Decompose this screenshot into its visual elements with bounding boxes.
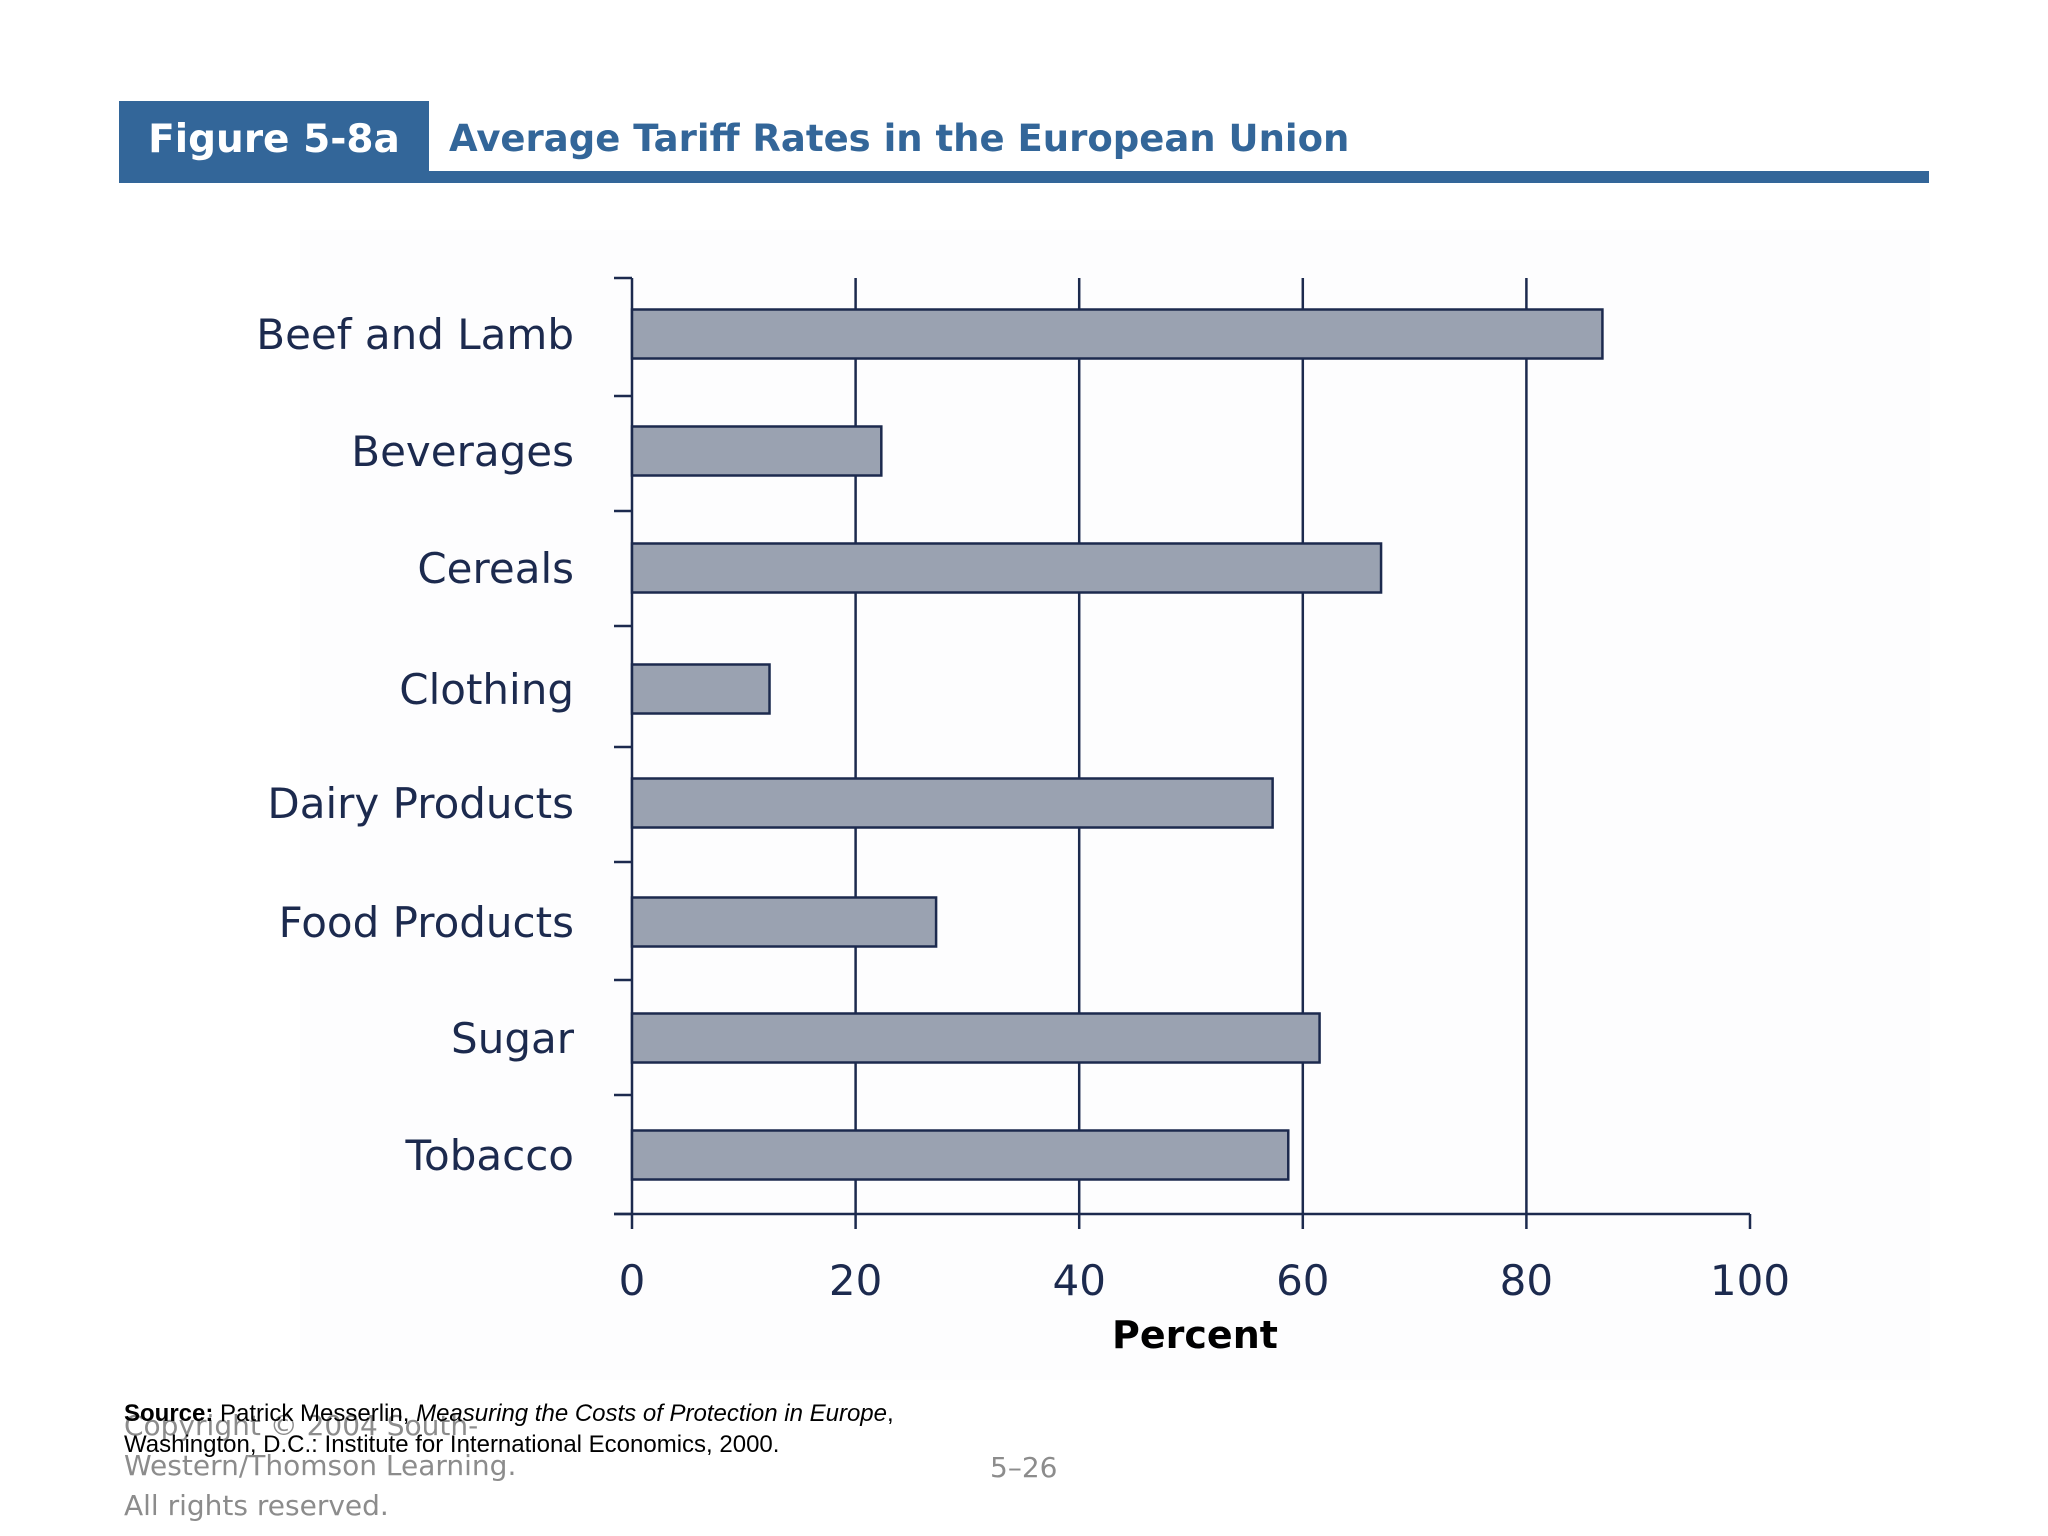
source-comma: , — [887, 1400, 894, 1427]
category-label: Food Products — [279, 898, 574, 947]
x-tick-label: 0 — [619, 1256, 646, 1305]
x-tick-label: 80 — [1500, 1256, 1553, 1305]
source-publisher: Washington, D.C.: Institute for Internat… — [124, 1431, 780, 1458]
bar-tobacco — [630, 1129, 1290, 1181]
bar-beef-and-lamb — [630, 308, 1604, 360]
copyright-notice: Copyright © 2004 South- Western/Thomson … — [124, 1409, 517, 1522]
figure-label: Figure 5-8a — [119, 101, 429, 183]
category-label: Beverages — [351, 427, 574, 476]
category-label: Sugar — [451, 1014, 575, 1063]
x-tick-label: 100 — [1710, 1256, 1790, 1305]
bar-dairy-products — [630, 777, 1274, 829]
bar-cereals — [630, 542, 1383, 594]
x-tick-label: 20 — [829, 1256, 882, 1305]
figure-title: Average Tariff Rates in the European Uni… — [449, 117, 1350, 160]
bar-clothing — [630, 663, 771, 715]
x-tick-label: 40 — [1052, 1256, 1105, 1305]
source-author: Patrick Messerlin, — [220, 1400, 417, 1427]
bar-beverages — [630, 425, 883, 477]
category-label: Tobacco — [405, 1131, 575, 1180]
bar-food-products — [630, 896, 938, 948]
source-note: Source: Patrick Messerlin, Measuring the… — [124, 1398, 894, 1460]
category-label: Clothing — [399, 665, 574, 714]
source-label: Source: — [124, 1400, 214, 1427]
source-book-title: Measuring the Costs of Protection in Eur… — [416, 1400, 887, 1427]
header-rule — [119, 171, 1929, 183]
bar-sugar — [630, 1012, 1321, 1064]
x-tick-label: 60 — [1276, 1256, 1329, 1305]
category-label: Dairy Products — [267, 779, 574, 828]
category-label: Cereals — [417, 544, 574, 593]
figure-header: Figure 5-8a Average Tariff Rates in the … — [119, 101, 1929, 183]
x-axis-title: Percent — [1112, 1313, 1278, 1357]
category-label: Beef and Lamb — [256, 310, 574, 359]
page-number: 5–26 — [990, 1451, 1058, 1484]
